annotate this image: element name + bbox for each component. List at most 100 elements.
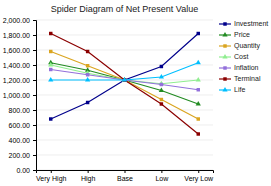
title: Spider Diagram of Net Present Value <box>51 4 198 14</box>
y-tick-mark <box>33 170 36 171</box>
series-line <box>51 34 199 135</box>
legend-label: Price <box>234 31 250 38</box>
legend-label: Quantity <box>234 42 261 50</box>
point <box>49 32 52 35</box>
x-tick-mark <box>88 170 89 173</box>
point <box>196 60 201 65</box>
y-tick: 1,600.00 <box>3 47 36 54</box>
point <box>86 64 89 67</box>
point <box>159 74 164 79</box>
y-tick-mark <box>33 125 36 126</box>
point <box>196 77 201 82</box>
point <box>49 50 52 53</box>
y-tick-mark <box>33 50 36 51</box>
y-tick-label: 1,000.00 <box>3 92 30 99</box>
legend-marker <box>222 54 227 59</box>
legend-item: Price <box>219 31 250 38</box>
y-tick: 1,400.00 <box>3 62 36 69</box>
x-tick-mark <box>198 170 199 173</box>
point <box>197 88 200 91</box>
legend-item: Quantity <box>219 42 261 50</box>
point <box>160 98 163 101</box>
y-tick: 1,200.00 <box>3 77 36 84</box>
y-tick-label: 2,000.00 <box>3 17 30 24</box>
y-tick-label: 600.00 <box>9 122 31 129</box>
legend: Investment Price Quantity Cost Inflation Term… <box>219 20 268 93</box>
point <box>160 83 163 86</box>
y-tick-label: 1,600.00 <box>3 47 30 54</box>
legend-marker <box>222 32 227 37</box>
y-tick-mark <box>33 140 36 141</box>
x-tick: Low <box>155 170 169 182</box>
y-tick-mark <box>33 65 36 66</box>
point <box>86 50 89 53</box>
legend-marker <box>222 87 227 92</box>
x-axis: Very High High Base Low Very Low <box>36 170 214 183</box>
point <box>86 73 89 76</box>
x-tick: Very High <box>36 170 66 183</box>
x-tick-mark <box>125 170 126 173</box>
y-tick-label: 400.00 <box>9 137 31 144</box>
y-tick-label: 800.00 <box>9 107 31 114</box>
y-tick-label: 1,200.00 <box>3 77 30 84</box>
legend-item: Cost <box>219 53 248 60</box>
y-tick: 400.00 <box>9 137 36 144</box>
chart: Spider Diagram of Net Present Value 0.00 2… <box>0 0 271 186</box>
point <box>48 62 53 67</box>
legend-marker <box>223 22 226 25</box>
point <box>49 117 52 120</box>
y-tick: 600.00 <box>9 122 36 129</box>
y-tick-label: 1,400.00 <box>3 62 30 69</box>
legend-label: Cost <box>234 53 248 60</box>
legend-label: Inflation <box>234 64 259 71</box>
y-tick: 2,000.00 <box>3 17 36 24</box>
series-group <box>48 32 201 136</box>
y-tick: 1,000.00 <box>3 92 36 99</box>
legend-marker <box>223 66 226 69</box>
y-tick: 200.00 <box>9 152 36 159</box>
x-tick-mark <box>51 170 52 173</box>
legend-item: Investment <box>219 20 268 27</box>
x-axis-line <box>37 171 214 174</box>
legend-item: Terminal <box>219 75 261 82</box>
series-line <box>51 65 199 84</box>
legend-label: Life <box>234 86 245 93</box>
y-tick: 0.00 <box>16 167 36 174</box>
series-line <box>51 52 199 120</box>
series <box>48 62 201 85</box>
legend-item: Life <box>219 86 245 93</box>
series <box>49 50 200 121</box>
x-tick-mark <box>161 170 162 173</box>
x-tick: High <box>81 170 96 183</box>
y-tick-label: 1,800.00 <box>3 32 30 39</box>
y-tick-mark <box>33 80 36 81</box>
grid-line <box>36 155 213 156</box>
x-tick: Base <box>117 170 133 182</box>
y-axis: 0.00 200.00 400.00 600.00 800.00 1,000.00 1,20… <box>3 17 37 174</box>
x-tick: Very Low <box>184 170 214 183</box>
series <box>48 60 201 82</box>
y-tick-mark <box>33 110 36 111</box>
x-tick-label: Base <box>117 175 133 182</box>
grid <box>36 20 213 170</box>
grid-line <box>36 20 213 21</box>
grid-line <box>36 140 213 141</box>
series-line <box>51 63 199 104</box>
grid-line <box>36 110 213 111</box>
grid-line <box>36 95 213 96</box>
series <box>49 32 200 121</box>
point <box>160 102 163 105</box>
x-tick-label: Very Low <box>184 175 214 183</box>
y-tick-label: 0.00 <box>16 167 30 174</box>
point <box>122 77 127 82</box>
point <box>49 68 52 71</box>
point <box>160 65 163 68</box>
legend-item: Inflation <box>219 64 259 71</box>
plot: 0.00 200.00 400.00 600.00 800.00 1,000.00 1,20… <box>3 17 214 183</box>
legend-marker <box>223 44 226 47</box>
y-tick-mark <box>33 155 36 156</box>
point <box>197 117 200 120</box>
y-tick-mark <box>33 95 36 96</box>
series <box>48 60 201 106</box>
x-tick-label: Very High <box>36 175 66 183</box>
